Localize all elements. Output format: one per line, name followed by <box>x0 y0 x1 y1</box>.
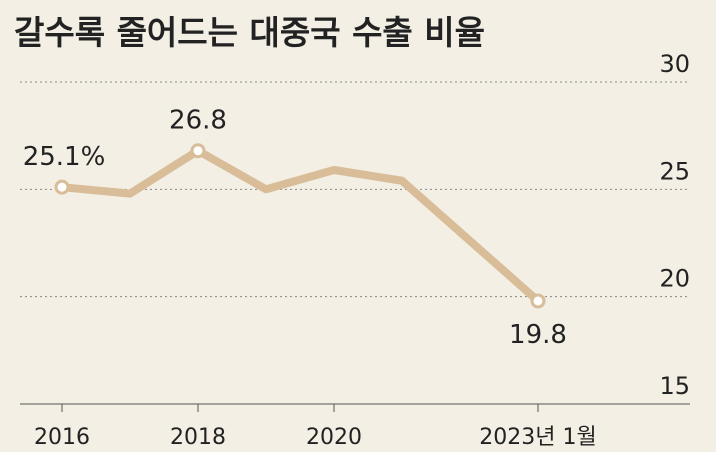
y-tick-label: 30 <box>659 50 690 78</box>
chart-title: 갈수록 줄어드는 대중국 수출 비율 <box>14 13 485 52</box>
point-marker <box>530 293 546 309</box>
data-label: 25.1% <box>23 142 106 172</box>
y-tick-label: 25 <box>659 157 690 185</box>
data-label: 19.8 <box>509 320 567 350</box>
point-marker <box>54 179 70 195</box>
data-label: 26.8 <box>169 106 227 136</box>
point-marker <box>190 143 206 159</box>
line <box>58 146 542 305</box>
x-tick-label: 2018 <box>170 425 226 450</box>
y-tick-label: 20 <box>659 265 690 293</box>
x-tick-label: 2016 <box>34 425 90 450</box>
y-tick-label: 15 <box>659 372 690 400</box>
x-tick-label: 2020 <box>306 425 362 450</box>
x-tick-label: 2023년 1월 <box>479 425 596 450</box>
